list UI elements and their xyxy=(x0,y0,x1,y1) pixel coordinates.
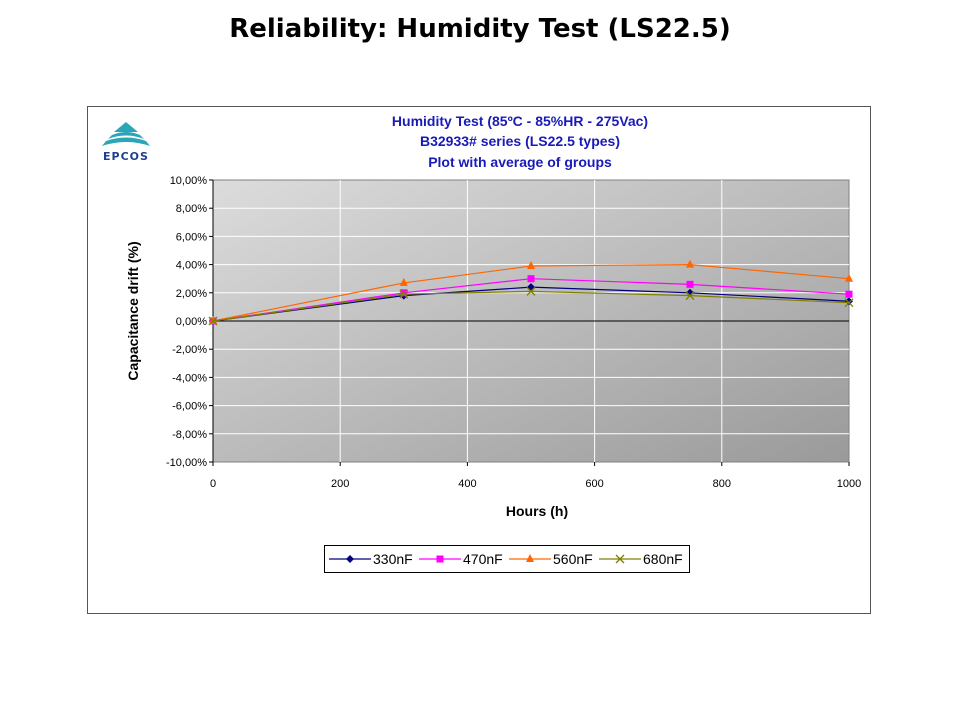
y-tick-label: -6,00% xyxy=(172,401,207,413)
legend-swatch-470nf xyxy=(419,555,461,563)
chart-subtitle-2: Plot with average of groups xyxy=(428,154,612,170)
data-point-680nf xyxy=(208,316,218,326)
data-point-560nf xyxy=(527,261,535,270)
y-tick-label: -10,00% xyxy=(166,457,207,469)
data-point-560nf xyxy=(399,277,408,286)
legend-marker xyxy=(615,554,625,564)
epcos-logo-icon xyxy=(102,122,150,146)
legend-marker xyxy=(436,555,444,563)
epcos-logo: EPCOS xyxy=(92,120,160,168)
legend-marker xyxy=(526,554,534,562)
series-lines xyxy=(208,259,854,326)
x-tick-label: 400 xyxy=(458,478,476,490)
y-tick-label: 8,00% xyxy=(176,203,207,215)
chart-title: Humidity Test (85ºC - 85%HR - 275Vac) xyxy=(391,113,649,129)
data-point-470nf xyxy=(527,275,535,283)
y-tick-label: 6,00% xyxy=(176,231,207,243)
legend-swatch-330nf xyxy=(329,555,371,563)
x-tick-label: 800 xyxy=(713,478,731,490)
y-axis-label: Capacitance drift (%) xyxy=(125,241,141,380)
legend-swatch-680nf xyxy=(599,554,641,564)
legend-label-470nf: 470nF xyxy=(463,551,503,567)
x-tick-label: 200 xyxy=(331,478,349,490)
legend-label-560nf: 560nF xyxy=(553,551,593,567)
data-point-680nf xyxy=(844,298,854,308)
data-point-470nf xyxy=(686,280,694,288)
x-tick-label: 0 xyxy=(210,478,216,490)
data-point-560nf xyxy=(845,273,853,282)
page-title: Reliability: Humidity Test (LS22.5) xyxy=(229,14,731,44)
y-tick-label: -2,00% xyxy=(172,344,207,356)
y-tick-label: -4,00% xyxy=(172,372,207,384)
y-tick-label: -8,00% xyxy=(172,429,207,441)
data-point-680nf xyxy=(685,291,695,301)
chart-subtitle-1: B32933# series (LS22.5 types) xyxy=(419,133,620,149)
legend: 330nF 470nF 560nF 680nF xyxy=(324,545,690,573)
logo-text: EPCOS xyxy=(103,150,149,163)
y-tick-label: 2,00% xyxy=(176,288,207,300)
x-axis-label: Hours (h) xyxy=(506,503,568,519)
data-point-680nf xyxy=(526,286,536,296)
legend-label-680nf: 680nF xyxy=(643,551,683,567)
data-point-470nf xyxy=(400,289,408,297)
y-tick-label: 10,00% xyxy=(170,175,208,187)
data-point-560nf xyxy=(209,316,217,324)
data-point-680nf xyxy=(399,289,409,299)
data-point-330nf xyxy=(686,288,694,297)
x-tick-label: 600 xyxy=(585,478,603,490)
y-tick-label: 4,00% xyxy=(176,260,207,272)
data-point-470nf xyxy=(845,290,853,298)
legend-marker xyxy=(346,555,354,563)
axes: 10,00% 8,00% 6,00% 4,00% 2,00% 0,00% -2,00% -4,… xyxy=(166,175,861,490)
data-point-560nf xyxy=(686,259,694,268)
legend-label-330nf: 330nF xyxy=(373,551,413,567)
legend-swatch-560nf xyxy=(509,554,551,562)
data-point-330nf xyxy=(845,297,853,306)
x-tick-label: 1000 xyxy=(837,478,861,490)
y-tick-label: 0,00% xyxy=(176,316,207,328)
